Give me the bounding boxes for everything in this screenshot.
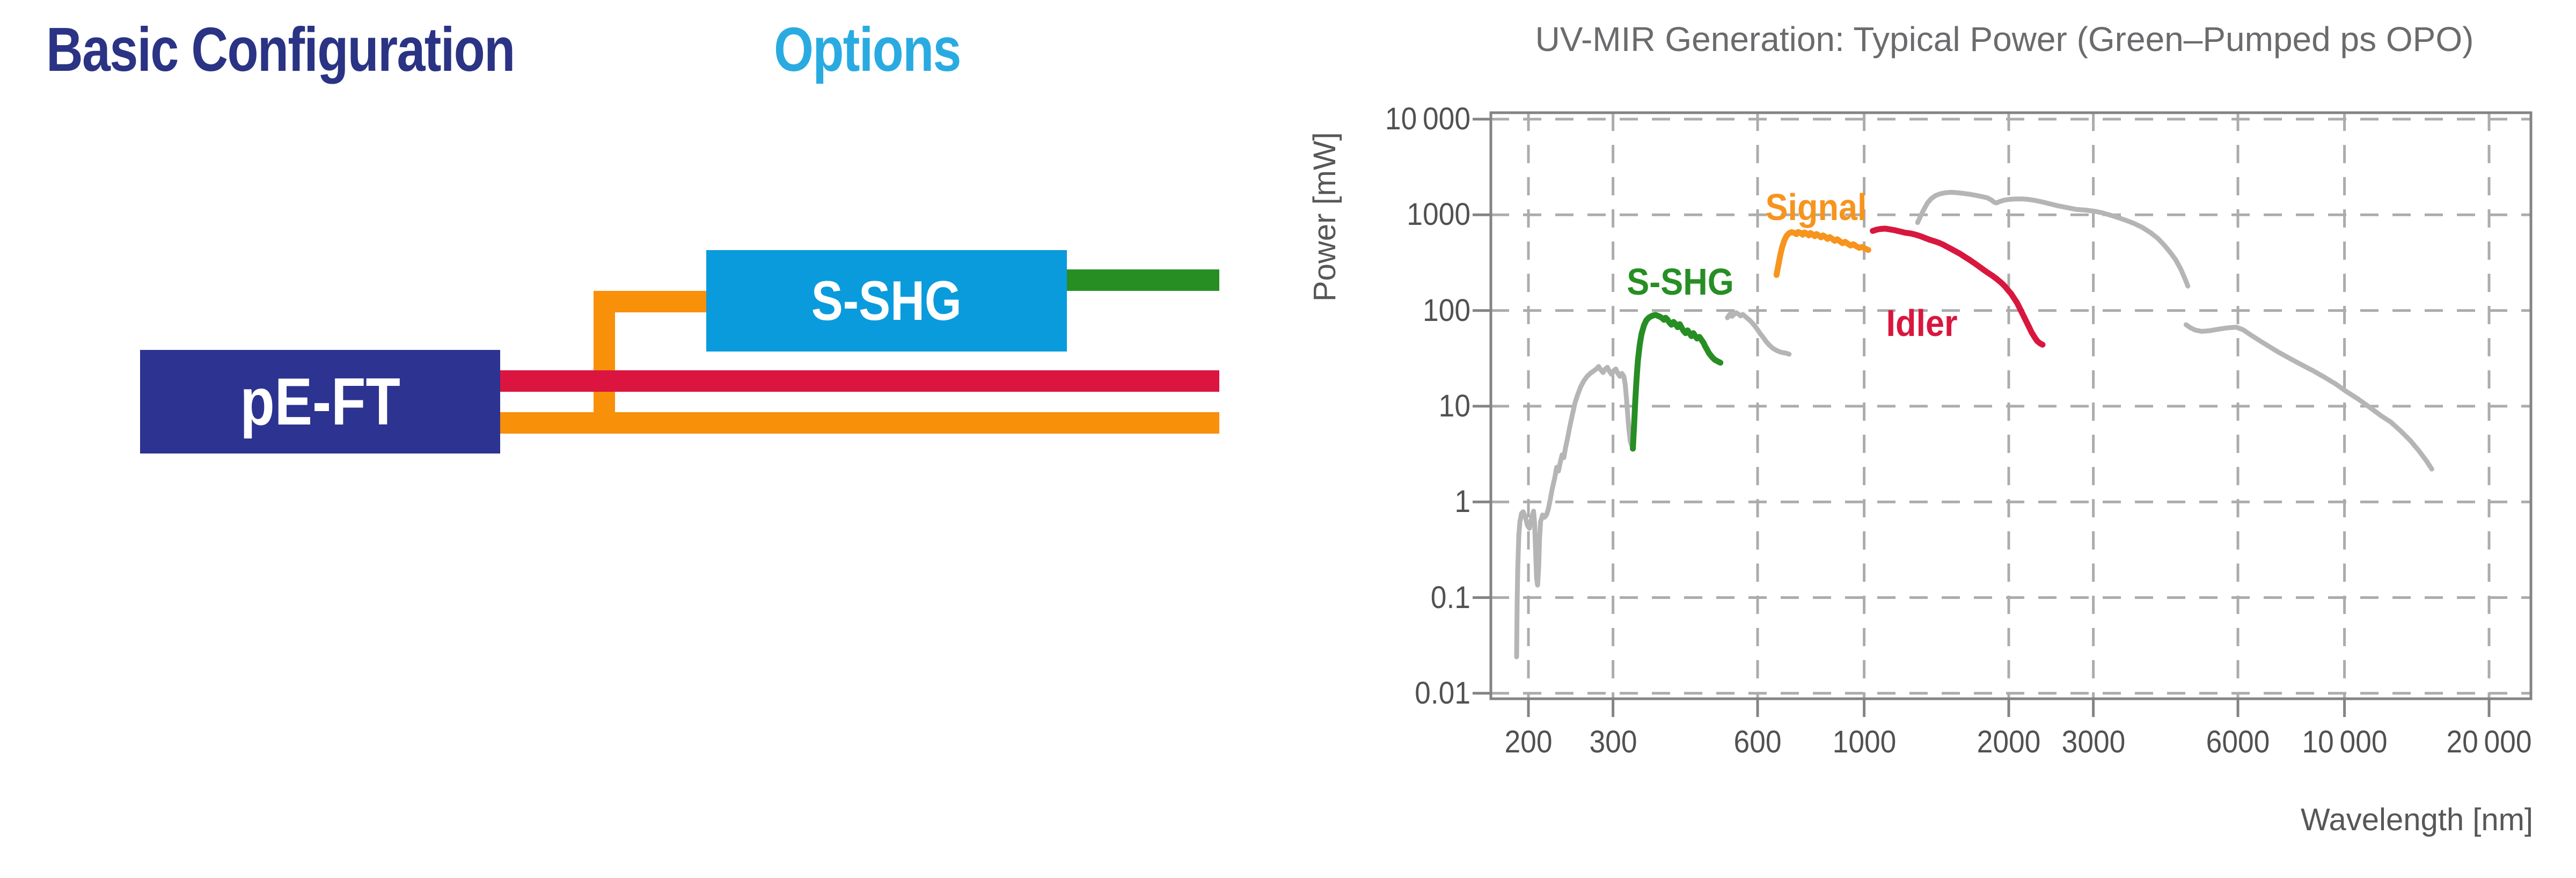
beam-orange-return [500, 412, 1219, 434]
y-tick-label-10: 10 [1438, 388, 1470, 423]
module-box-pe-ft: pE-FT [140, 350, 500, 453]
curve-signal [1773, 229, 1871, 278]
x-tick-label-600: 600 [1733, 725, 1782, 759]
module-box-s-shg: S-SHG [706, 250, 1067, 352]
curve-pump-uv [1514, 364, 1636, 660]
beam-red [500, 370, 1219, 392]
heading-basic-configuration: Basic Configuration [46, 14, 515, 84]
curve-label-signal: Signal [1765, 186, 1867, 229]
heading-options: Options [774, 14, 961, 84]
curve-mir-tail [2183, 322, 2434, 472]
y-tick-label-1000: 1000 [1407, 197, 1470, 232]
y-tick-label-10000: 10 000 [1385, 101, 1470, 136]
x-tick-label-200: 200 [1504, 725, 1553, 759]
y-tick-label-0.01: 0.01 [1415, 675, 1470, 711]
curve-s-shg [1630, 312, 1724, 452]
x-tick-label-6000: 6000 [2206, 725, 2270, 759]
chart-title: UV-MIR Generation: Typical Power (Green–… [1535, 20, 2474, 58]
module-label-s-shg: S-SHG [811, 269, 962, 332]
beam-orange-vertical [594, 291, 615, 434]
module-label-pe-ft: pE-FT [240, 364, 400, 439]
curve-pump-vis [1725, 310, 1792, 357]
beam-green-output [1067, 269, 1219, 291]
curve-label-s-shg: S-SHG [1627, 260, 1734, 303]
x-tick-label-2000: 2000 [1977, 725, 2041, 759]
y-tick-label-1: 1 [1454, 484, 1470, 520]
x-tick-label-20000: 20 000 [2446, 725, 2532, 759]
curve-opo-nir-mir [1915, 189, 2191, 289]
x-axis-title: Wavelength [nm] [2300, 802, 2533, 837]
x-tick-label-300: 300 [1589, 725, 1637, 759]
curve-idler [1870, 225, 2046, 348]
x-tick-label-3000: 3000 [2061, 725, 2125, 759]
curve-label-idler: Idler [1886, 302, 1958, 344]
y-tick-label-100: 100 [1422, 292, 1470, 328]
x-tick-label-1000: 1000 [1832, 725, 1896, 759]
beam-orange-stub [594, 291, 706, 312]
y-tick-label-0.1: 0.1 [1430, 580, 1470, 615]
x-tick-label-10000: 10 000 [2302, 725, 2388, 759]
